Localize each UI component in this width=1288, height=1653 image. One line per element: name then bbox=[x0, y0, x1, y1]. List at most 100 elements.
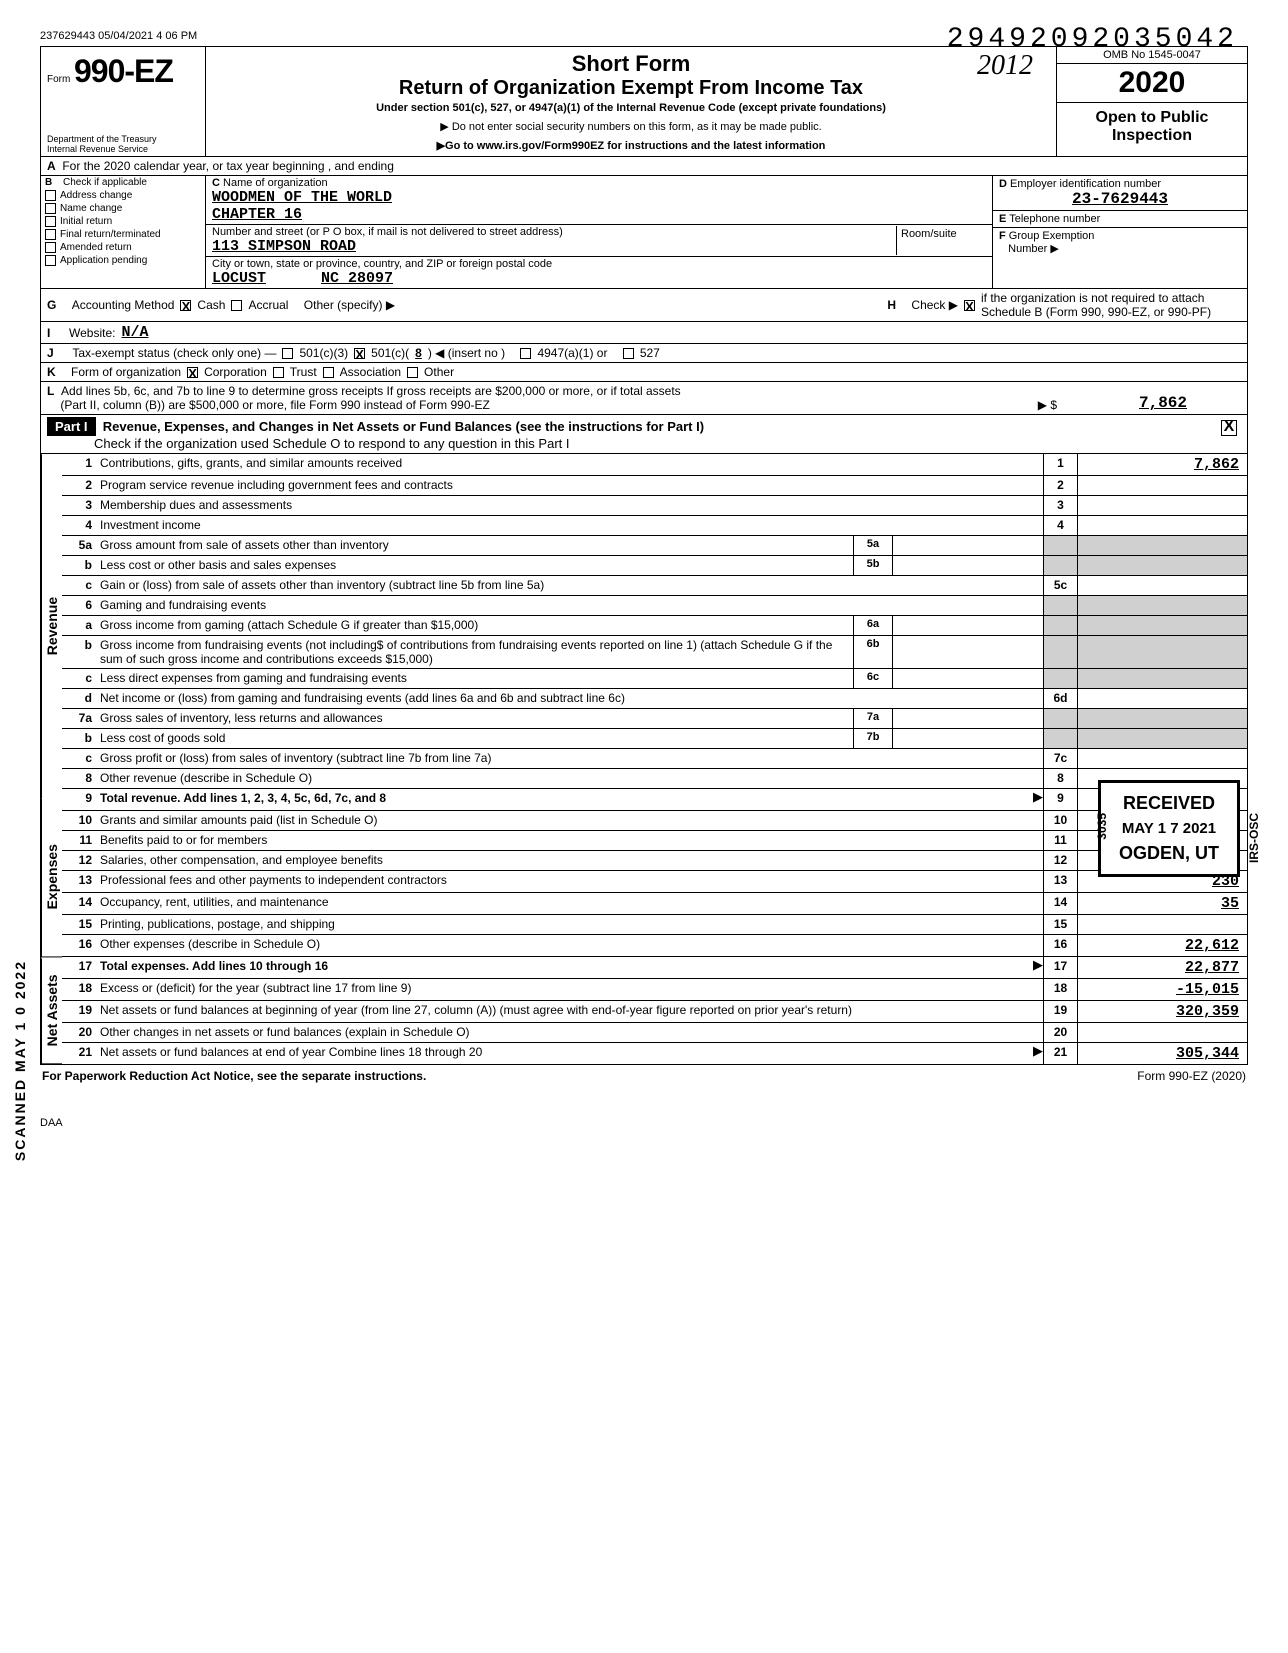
b-label: Check if applicable bbox=[63, 177, 147, 188]
note-url: ▶Go to www.irs.gov/Form990EZ for instruc… bbox=[216, 139, 1046, 152]
chk-amended[interactable] bbox=[45, 242, 56, 253]
lbl-address-change: Address change bbox=[60, 190, 132, 201]
result-val bbox=[1077, 915, 1247, 934]
result-num: 4 bbox=[1043, 516, 1077, 535]
lbl-other-method: Other (specify) ▶ bbox=[304, 298, 395, 312]
org-state-zip: NC 28097 bbox=[321, 270, 393, 287]
line-desc: Membership dues and assessments bbox=[96, 496, 1043, 515]
website-value: N/A bbox=[121, 324, 148, 341]
line-desc: Gross profit or (loss) from sales of inv… bbox=[96, 749, 1043, 768]
line-desc: Gross income from fundraising events (no… bbox=[96, 636, 853, 668]
part1-label: Part I bbox=[47, 417, 96, 436]
chk-other-org[interactable] bbox=[407, 367, 418, 378]
subline-num: 5a bbox=[853, 536, 893, 555]
chk-527[interactable] bbox=[623, 348, 634, 359]
result-num: 1 bbox=[1043, 454, 1077, 475]
org-city: LOCUST bbox=[212, 270, 266, 287]
subtitle: Under section 501(c), 527, or 4947(a)(1)… bbox=[216, 102, 1046, 114]
result-num: 19 bbox=[1043, 1001, 1077, 1022]
footer-left: For Paperwork Reduction Act Notice, see … bbox=[42, 1069, 426, 1083]
line-desc: Total expenses. Add lines 10 through 16 bbox=[96, 957, 1023, 978]
lbl-initial: Initial return bbox=[60, 216, 112, 227]
chk-cash[interactable]: X bbox=[180, 300, 191, 311]
note-ssn: ▶ Do not enter social security numbers o… bbox=[216, 120, 1046, 133]
part1-checkbox[interactable]: X bbox=[1221, 420, 1237, 436]
chk-final-return[interactable] bbox=[45, 229, 56, 240]
dept-line2: Internal Revenue Service bbox=[47, 144, 199, 154]
tax-year: 2020 bbox=[1057, 64, 1247, 103]
chk-assoc[interactable] bbox=[323, 367, 334, 378]
subline-num: 5b bbox=[853, 556, 893, 575]
result-num: 9 bbox=[1043, 789, 1077, 810]
line-19: 19Net assets or fund balances at beginni… bbox=[62, 1001, 1247, 1023]
chk-accrual[interactable] bbox=[231, 300, 242, 311]
chk-h[interactable]: X bbox=[964, 300, 975, 311]
subline-num: 7b bbox=[853, 729, 893, 748]
open-public: Open to Public Inspection bbox=[1057, 103, 1247, 151]
line-num: c bbox=[62, 669, 96, 688]
lbl-other-org: Other bbox=[424, 365, 454, 379]
line-b: bGross income from fundraising events (n… bbox=[62, 636, 1247, 669]
f-label: Group Exemption bbox=[1009, 230, 1095, 242]
line-11: 11Benefits paid to or for members11 bbox=[62, 831, 1247, 851]
subline-num: 6a bbox=[853, 616, 893, 635]
line-a: aGross income from gaming (attach Schedu… bbox=[62, 616, 1247, 636]
subline-val bbox=[893, 636, 1043, 668]
part1-check-text: Check if the organization used Schedule … bbox=[94, 436, 570, 451]
chk-trust[interactable] bbox=[273, 367, 284, 378]
chk-address-change[interactable] bbox=[45, 190, 56, 201]
line-desc: Occupancy, rent, utilities, and maintena… bbox=[96, 893, 1043, 914]
lbl-4947: 4947(a)(1) or bbox=[537, 346, 607, 360]
line-desc: Investment income bbox=[96, 516, 1043, 535]
lbl-corp: Corporation bbox=[204, 365, 267, 379]
chk-corp[interactable]: X bbox=[187, 367, 198, 378]
line-a: A For the 2020 calendar year, or tax yea… bbox=[40, 157, 1248, 176]
chk-pending[interactable] bbox=[45, 255, 56, 266]
result-num: 7c bbox=[1043, 749, 1077, 768]
result-num: 3 bbox=[1043, 496, 1077, 515]
line-g: G Accounting Method XCash Accrual Other … bbox=[40, 289, 1248, 322]
line-num: 1 bbox=[62, 454, 96, 475]
line-desc: Less direct expenses from gaming and fun… bbox=[96, 669, 853, 688]
l-text2: (Part II, column (B)) are $500,000 or mo… bbox=[60, 398, 490, 412]
lbl-501c3: 501(c)(3) bbox=[299, 346, 348, 360]
result-val: 22,612 bbox=[1077, 935, 1247, 956]
line-14: 14Occupancy, rent, utilities, and mainte… bbox=[62, 893, 1247, 915]
part1-header: Part I Revenue, Expenses, and Changes in… bbox=[40, 415, 1248, 454]
side-scanned: SCANNED MAY 1 0 2022 bbox=[12, 960, 28, 1161]
line-desc: Less cost of goods sold bbox=[96, 729, 853, 748]
entity-block: B Check if applicable Address change Nam… bbox=[40, 176, 1248, 289]
subline-num: 6b bbox=[853, 636, 893, 668]
line-2: 2Program service revenue including gover… bbox=[62, 476, 1247, 496]
chk-4947[interactable] bbox=[520, 348, 531, 359]
result-val bbox=[1077, 749, 1247, 768]
line-17: 17Total expenses. Add lines 10 through 1… bbox=[62, 957, 1247, 979]
line-num: 17 bbox=[62, 957, 96, 978]
arrow-icon: ▶ bbox=[1023, 957, 1043, 978]
arrow-icon: ▶ bbox=[1023, 789, 1043, 810]
form-prefix: Form bbox=[47, 74, 70, 85]
line-desc: Contributions, gifts, grants, and simila… bbox=[96, 454, 1043, 475]
result-num: 12 bbox=[1043, 851, 1077, 870]
part1-grid: Revenue Expenses Net Assets 1Contributio… bbox=[40, 454, 1248, 1065]
lbl-501c: 501(c)( bbox=[371, 346, 409, 360]
daa-mark: DAA bbox=[40, 1117, 1248, 1129]
chk-initial-return[interactable] bbox=[45, 216, 56, 227]
stamp-title: RECEIVED bbox=[1119, 793, 1219, 814]
line-num: 2 bbox=[62, 476, 96, 495]
line-4: 4Investment income4 bbox=[62, 516, 1247, 536]
chk-501c[interactable]: X bbox=[354, 348, 365, 359]
result-num: 17 bbox=[1043, 957, 1077, 978]
line-9: 9Total revenue. Add lines 1, 2, 3, 4, 5c… bbox=[62, 789, 1247, 811]
line-l: L Add lines 5b, 6c, and 7b to line 9 to … bbox=[40, 382, 1248, 415]
h-rest: if the organization is not required to a… bbox=[981, 291, 1241, 319]
chk-name-change[interactable] bbox=[45, 203, 56, 214]
subline-num: 6c bbox=[853, 669, 893, 688]
chk-501c3[interactable] bbox=[282, 348, 293, 359]
line-desc: Other revenue (describe in Schedule O) bbox=[96, 769, 1043, 788]
line-d: dNet income or (loss) from gaming and fu… bbox=[62, 689, 1247, 709]
line-num: 3 bbox=[62, 496, 96, 515]
f-label2: Number ▶ bbox=[1008, 243, 1059, 255]
line-num: 10 bbox=[62, 811, 96, 830]
line-1: 1Contributions, gifts, grants, and simil… bbox=[62, 454, 1247, 476]
